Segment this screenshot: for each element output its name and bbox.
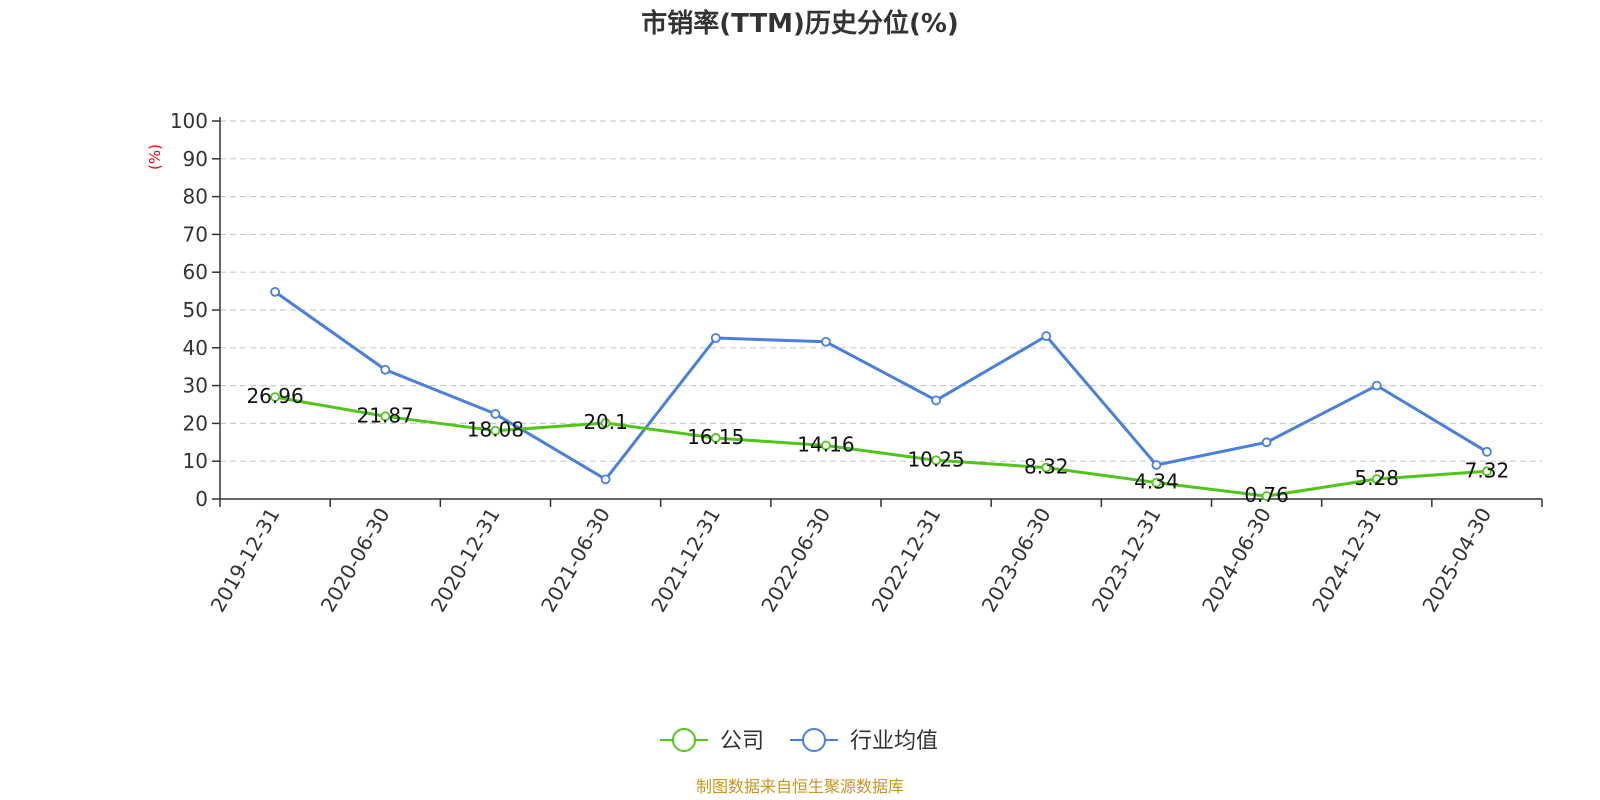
data-point[interactable] <box>380 364 391 375</box>
data-label: 5.28 <box>1354 466 1399 490</box>
x-tick-label: 2022-06-30 <box>756 504 835 617</box>
x-tick-label: 2022-12-31 <box>867 503 946 616</box>
data-point[interactable] <box>931 455 941 466</box>
data-point[interactable] <box>931 395 941 406</box>
x-tick-label: 2024-12-31 <box>1307 504 1386 617</box>
data-label: 26.96 <box>246 384 303 408</box>
x-tick-label: 2025-04-30 <box>1417 504 1496 617</box>
series-1 <box>270 286 1492 485</box>
y-tick-label: 60 <box>183 260 208 284</box>
data-point[interactable] <box>1151 477 1162 488</box>
x-tick-label: 2020-06-30 <box>316 504 395 617</box>
legend-label: 公司 <box>720 729 764 754</box>
data-point[interactable] <box>270 392 280 402</box>
data-label: 10.25 <box>907 447 964 471</box>
legend-label: 行业均值 <box>850 729 938 754</box>
data-point[interactable] <box>600 418 611 428</box>
data-point[interactable] <box>821 440 831 451</box>
y-tick-label: 30 <box>183 374 208 398</box>
y-tick-label: 0 <box>195 487 208 511</box>
data-label: 4.34 <box>1134 470 1179 494</box>
x-tick-label: 2024-06-30 <box>1197 504 1276 617</box>
data-label: 14.16 <box>797 432 854 456</box>
chart-title: 市销率(TTM)历史分位(%) <box>641 8 959 39</box>
data-point[interactable] <box>1371 474 1382 484</box>
x-tick-label: 2020-12-31 <box>426 503 505 616</box>
data-label: 18.08 <box>467 418 524 442</box>
y-tick-label: 90 <box>183 147 208 171</box>
data-point[interactable] <box>1041 331 1052 341</box>
data-point[interactable] <box>710 433 721 443</box>
data-point[interactable] <box>1261 437 1272 448</box>
legend-marker-icon <box>802 728 826 752</box>
y-tick-label: 40 <box>183 336 208 360</box>
data-point[interactable] <box>1261 491 1272 502</box>
data-label: 21.87 <box>357 403 414 427</box>
y-tick-label: 70 <box>183 222 208 246</box>
y-tick-label: 100 <box>170 109 208 133</box>
data-point[interactable] <box>1482 466 1492 477</box>
series-layer: 26.96 21.87 18.08 20.1 16.15 14.16 10.25 8.32 4.… <box>246 286 1509 507</box>
data-point[interactable] <box>490 409 501 419</box>
data-point[interactable] <box>1041 462 1052 473</box>
legend-item[interactable]: 行业均值 <box>790 728 938 754</box>
data-label: 8.32 <box>1024 455 1069 479</box>
y-tick-label: 10 <box>183 449 208 473</box>
x-tick-label: 2023-06-30 <box>977 504 1056 617</box>
data-label: 0.76 <box>1244 483 1289 507</box>
legend-marker-icon <box>672 728 696 752</box>
y-tick-label: 80 <box>183 185 208 209</box>
data-point[interactable] <box>710 333 721 343</box>
x-tick-label: 2019-12-31 <box>206 504 285 617</box>
x-tick-label: 2023-12-31 <box>1087 504 1166 617</box>
data-label: 20.1 <box>583 410 628 434</box>
series-line <box>274 395 1488 498</box>
data-label: 7.32 <box>1465 458 1510 482</box>
y-axis-unit-label: (%) <box>146 144 164 170</box>
data-point[interactable] <box>821 336 831 347</box>
legend[interactable]: 公司 行业均值 <box>660 728 938 754</box>
source-note: 制图数据来自恒生聚源数据库 <box>696 777 904 796</box>
data-point[interactable] <box>380 411 391 422</box>
grid-layer <box>220 120 1542 462</box>
series-0: 26.96 21.87 18.08 20.1 16.15 14.16 10.25 8.32 4.… <box>246 384 1509 507</box>
legend-item[interactable]: 公司 <box>660 728 764 754</box>
data-point[interactable] <box>1371 380 1382 391</box>
y-tick-label: 20 <box>183 411 208 435</box>
series-line <box>274 290 1488 481</box>
data-point[interactable] <box>600 474 611 485</box>
x-tick-label: 2021-12-31 <box>646 504 725 617</box>
data-point[interactable] <box>1151 460 1162 470</box>
data-label: 16.15 <box>687 425 744 449</box>
x-tick-label: 2021-06-30 <box>536 504 615 617</box>
data-point[interactable] <box>1482 446 1492 457</box>
data-point[interactable] <box>490 425 501 436</box>
y-tick-label: 50 <box>183 298 208 322</box>
data-point[interactable] <box>270 286 280 297</box>
